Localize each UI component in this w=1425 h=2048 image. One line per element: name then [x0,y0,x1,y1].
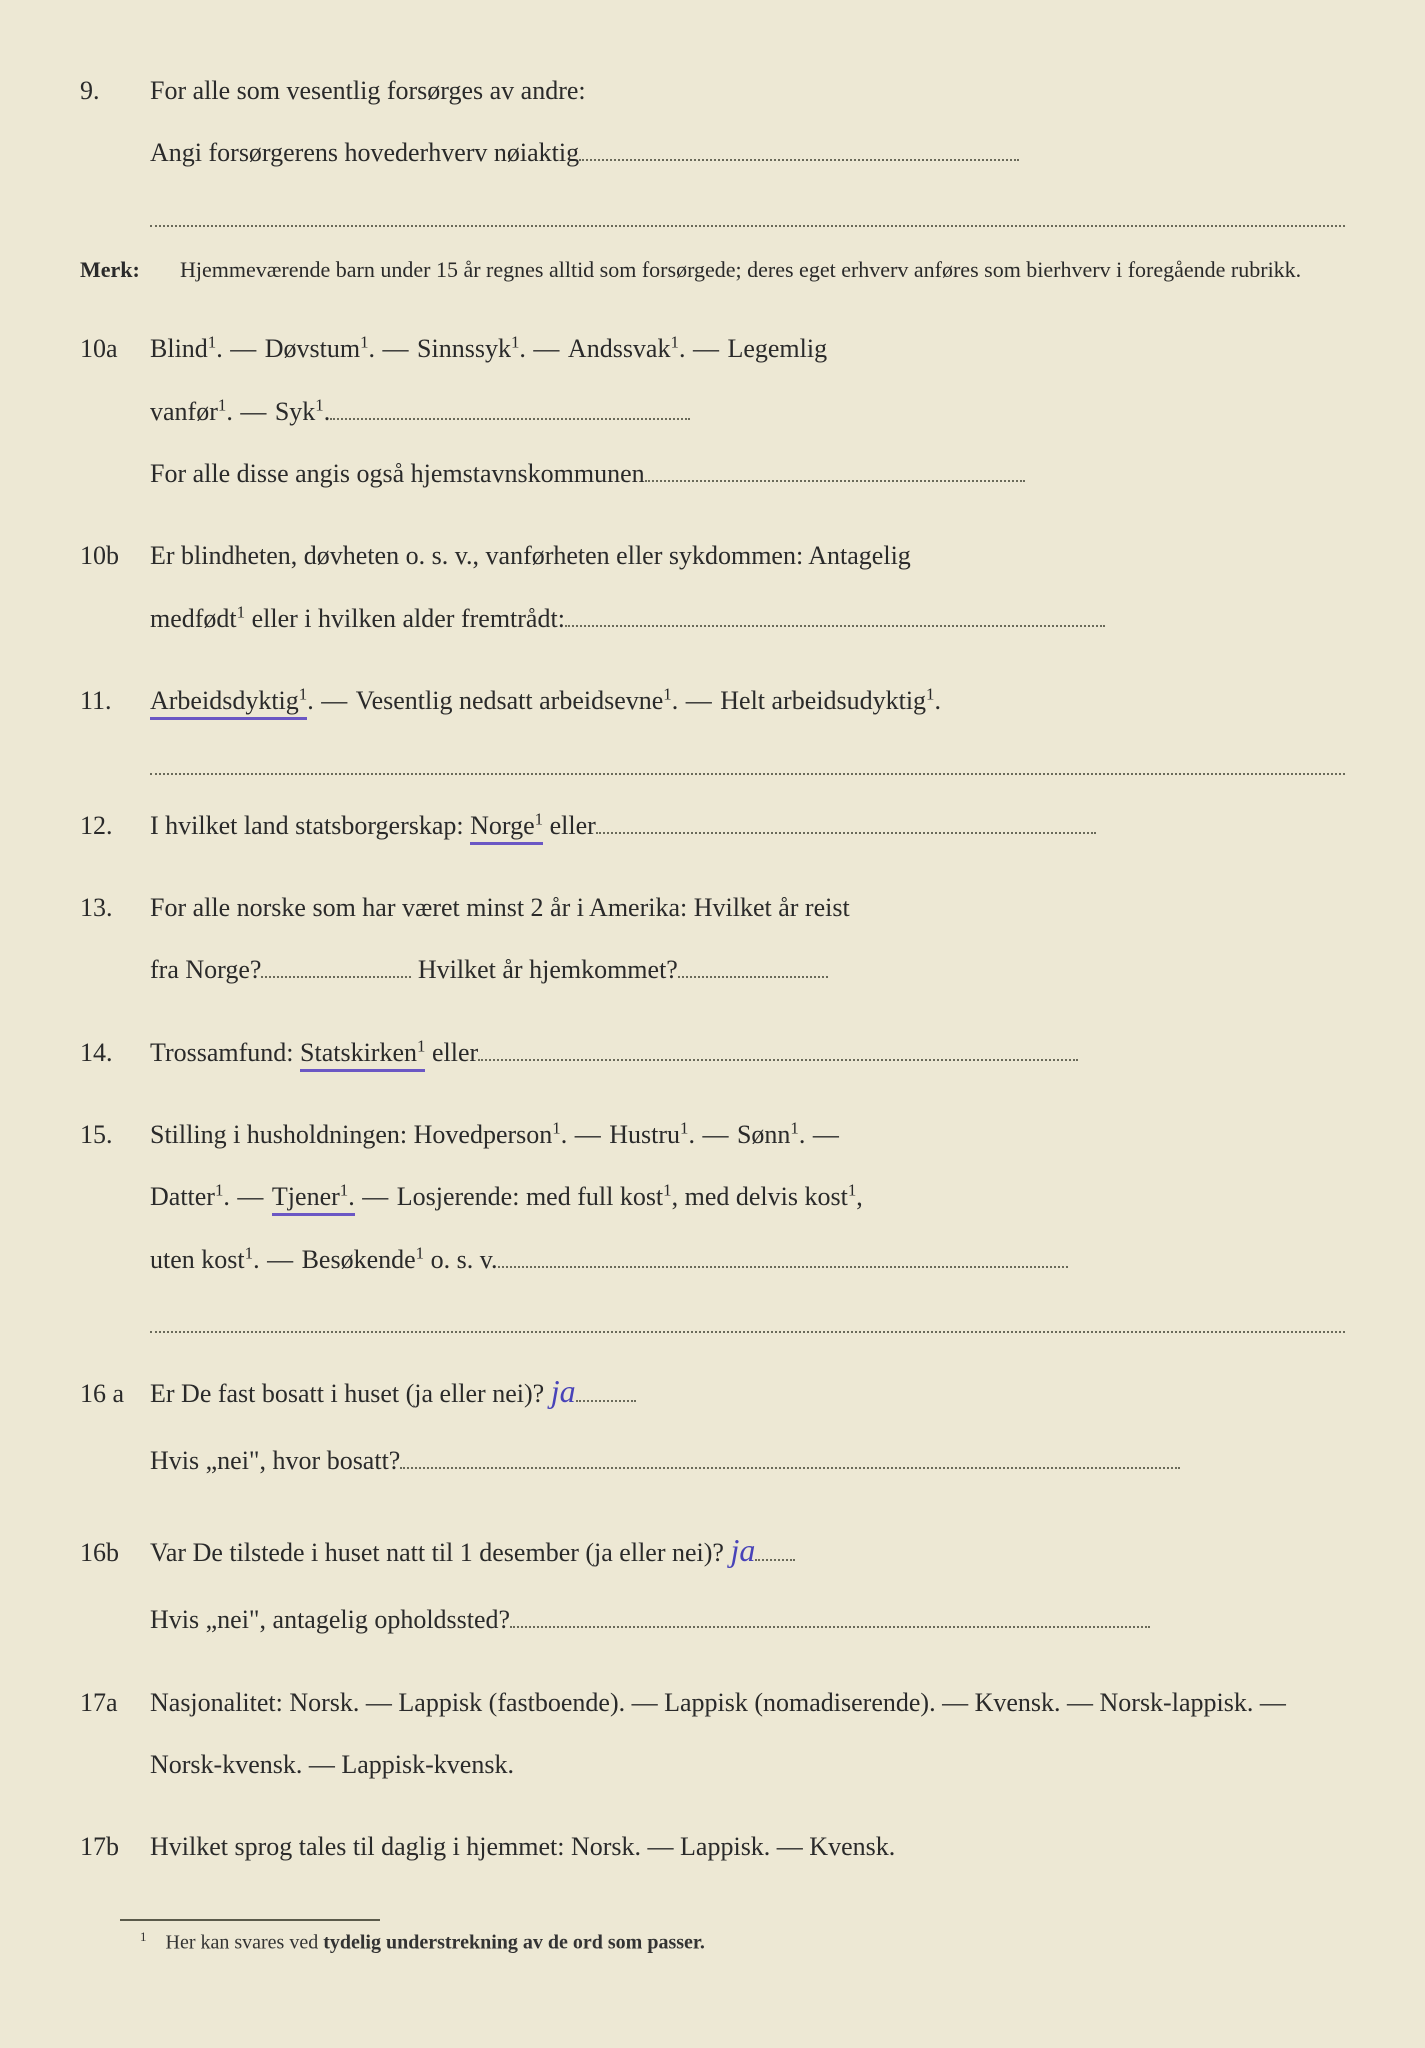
q9-line2: Angi forsørgerens hovederhverv nøiaktig [150,122,1345,184]
fill-line [678,950,828,978]
fill-line [579,133,1019,161]
q13-text2: fra Norge? Hvilket år hjemkommet? [150,939,1345,1001]
q16b-answer: ja [730,1532,755,1568]
q17b-text: Hvilket sprog tales til daglig i hjemmet… [150,1816,1345,1878]
question-12: 12. I hvilket land statsborgerskap: Norg… [80,795,1345,857]
fill-line [596,806,1096,834]
question-15: 15. Stilling i husholdningen: Hovedperso… [80,1104,1345,1333]
q16a-answer: ja [551,1373,576,1409]
merk-label: Merk: [80,251,180,288]
q15-line2: Datter1. — Tjener1. — Losjerende: med fu… [150,1166,1345,1228]
merk-text: Hjemmeværende barn under 15 år regnes al… [180,251,1345,288]
q14-body: Trossamfund: Statskirken1 eller [150,1022,1345,1084]
q12-number: 12. [80,795,150,857]
fill-line [498,1240,1068,1268]
question-9: 9. For alle som vesentlig forsørges av a… [80,60,1345,227]
question-10b: 10b Er blindheten, døvheten o. s. v., va… [80,525,1345,650]
q10a-line3: For alle disse angis også hjemstavnskomm… [150,443,1345,505]
fill-line [261,950,411,978]
q10a-number: 10a [80,318,150,380]
q13-text1: For alle norske som har været minst 2 år… [150,877,1345,939]
question-11: 11. Arbeidsdyktig1. — Vesentlig nedsatt … [80,670,1345,774]
question-13: 13. For alle norske som har været minst … [80,877,1345,1002]
q14-selected: Statskirken1 [300,1038,425,1072]
fill-line [645,454,1025,482]
fill-line [755,1533,795,1561]
q12-selected: Norge1 [470,811,543,845]
q16a-line2: Hvis „nei", hvor bosatt? [150,1430,1345,1492]
q11-number: 11. [80,670,150,732]
fill-line-full [150,771,1345,775]
q13-number: 13. [80,877,150,939]
q15-number: 15. [80,1104,150,1166]
q10b-text2: medfødt1 eller i hvilken alder fremtrådt… [150,588,1345,650]
q12-body: I hvilket land statsborgerskap: Norge1 e… [150,795,1345,857]
q15-line3: uten kost1. — Besøkende1 o. s. v. [150,1229,1345,1291]
q11-body: Arbeidsdyktig1. — Vesentlig nedsatt arbe… [150,670,1345,732]
q10a-options-line1: Blind1. — Døvstum1. — Sinnssyk1. — Andss… [150,318,1345,380]
q10b-number: 10b [80,525,150,587]
q16b-number: 16b [80,1522,150,1584]
merk-note: Merk: Hjemmeværende barn under 15 år reg… [80,251,1345,288]
q15-selected: Tjener1. [272,1182,355,1216]
fill-line [478,1033,1078,1061]
fill-line [510,1600,1150,1628]
q17a-number: 17a [80,1672,150,1734]
question-17a: 17a Nasjonalitet: Norsk. — Lappisk (fast… [80,1672,1345,1797]
q14-number: 14. [80,1022,150,1084]
fill-line [565,599,1105,627]
question-17b: 17b Hvilket sprog tales til daglig i hje… [80,1816,1345,1878]
footnote-marker: 1 [140,1929,147,1944]
q17a-text: Nasjonalitet: Norsk. — Lappisk (fastboen… [150,1672,1345,1797]
q16b-line1: Var De tilstede i huset natt til 1 desem… [150,1512,1345,1589]
fill-line-full [150,1329,1345,1333]
q11-selected: Arbeidsdyktig1 [150,686,307,720]
question-14: 14. Trossamfund: Statskirken1 eller [80,1022,1345,1084]
q16b-line2: Hvis „nei", antagelig opholdssted? [150,1589,1345,1651]
question-16a: 16 a Er De fast bosatt i huset (ja eller… [80,1353,1345,1492]
q16a-number: 16 a [80,1363,150,1425]
q10a-options-line2: vanfør1. — Syk1. [150,381,1345,443]
question-10a: 10a Blind1. — Døvstum1. — Sinnssyk1. — A… [80,318,1345,505]
fill-line-full [150,223,1345,227]
footnote-rule [120,1919,380,1921]
q9-number: 9. [80,60,150,122]
footnote: 1 Her kan svares ved tydelig understrekn… [140,1929,1345,1955]
q16a-line1: Er De fast bosatt i huset (ja eller nei)… [150,1353,1345,1430]
q15-line1: Stilling i husholdningen: Hovedperson1. … [150,1104,1345,1166]
question-16b: 16b Var De tilstede i huset natt til 1 d… [80,1512,1345,1651]
fill-line [400,1441,1180,1469]
census-form-page: 9. For alle som vesentlig forsørges av a… [0,0,1425,2048]
q17b-number: 17b [80,1816,150,1878]
fill-line [576,1374,636,1402]
q9-line1: For alle som vesentlig forsørges av andr… [150,60,1345,122]
q10b-text1: Er blindheten, døvheten o. s. v., vanfør… [150,525,1345,587]
fill-line [330,392,690,420]
